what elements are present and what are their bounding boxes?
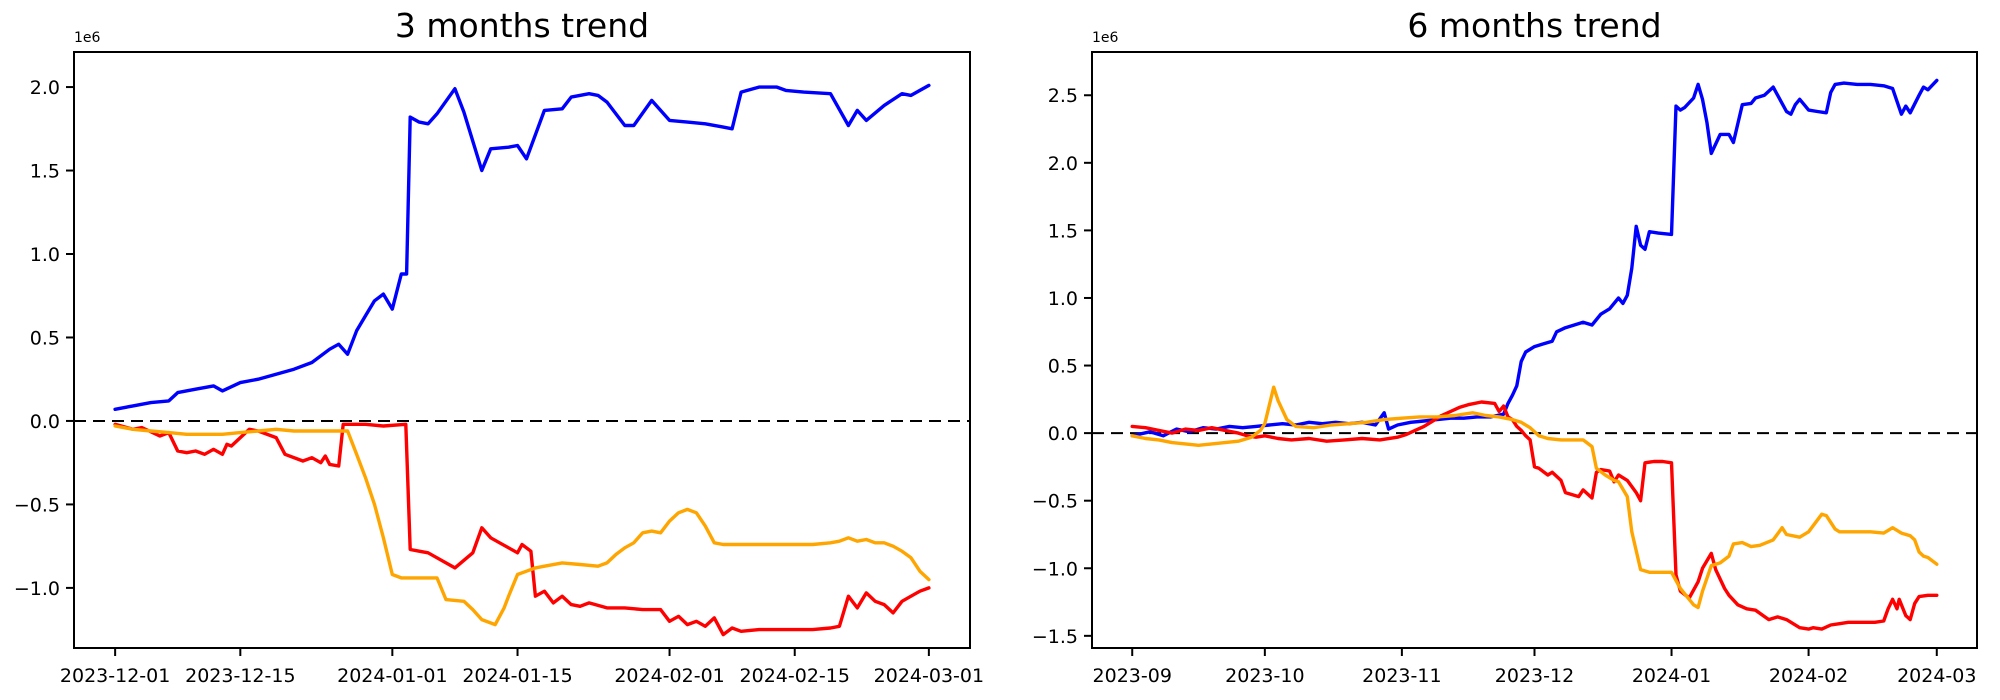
y-tick-label: −0.5 bbox=[14, 494, 60, 516]
y-tick-label: −1.0 bbox=[14, 578, 60, 600]
y-tick-label: 1.0 bbox=[30, 244, 60, 266]
series-line-orange bbox=[1130, 385, 1939, 610]
x-tick-label: 2024-02 bbox=[1769, 665, 1848, 687]
y-tick-label: 0.0 bbox=[1048, 423, 1078, 445]
y-tick-label: 1.5 bbox=[1048, 220, 1078, 242]
x-tick-label: 2024-03 bbox=[1897, 665, 1976, 687]
x-tick-label: 2024-01 bbox=[1632, 665, 1711, 687]
y-axis-offset-label: 1e6 bbox=[1092, 30, 1119, 46]
y-tick-label: 0.5 bbox=[30, 327, 60, 349]
chart-title-6-months: 6 months trend bbox=[1407, 6, 1662, 45]
y-tick-label: 0.5 bbox=[1048, 356, 1078, 378]
x-tick-label: 2023-10 bbox=[1225, 665, 1304, 687]
x-tick-label: 2023-11 bbox=[1362, 665, 1441, 687]
y-axis-offset-label: 1e6 bbox=[74, 30, 101, 46]
y-tick-label: 2.0 bbox=[1048, 153, 1078, 175]
x-tick-label: 2023-12-15 bbox=[185, 665, 295, 687]
chart-1: 2.5 2.0 1.5 1.0 0.5 0.0 −0.5 −1.0 −1.5 2023-09 202… bbox=[1032, 51, 1978, 687]
series-line-blue bbox=[1130, 78, 1939, 438]
x-tick-label: 2024-02-01 bbox=[614, 665, 724, 687]
x-tick-label: 2023-12-01 bbox=[60, 665, 170, 687]
x-tick-label: 2024-01-15 bbox=[462, 665, 572, 687]
y-tick-label: −1.5 bbox=[1032, 626, 1078, 648]
x-tick-label: 2023-09 bbox=[1093, 665, 1172, 687]
y-tick-label: −0.5 bbox=[1032, 491, 1078, 513]
y-tick-label: 1.5 bbox=[30, 161, 60, 183]
x-tick-label: 2024-03-01 bbox=[874, 665, 984, 687]
series-line-red bbox=[113, 422, 931, 637]
y-tick-label: 2.5 bbox=[1048, 85, 1078, 107]
axes-border bbox=[73, 51, 971, 649]
series-line-orange bbox=[113, 424, 931, 627]
chart-0: 2.0 1.5 1.0 0.5 0.0 −0.5 −1.0 2023-12-01 2023-12… bbox=[14, 51, 984, 687]
chart-title-3-months: 3 months trend bbox=[394, 6, 650, 45]
series-line-red bbox=[1130, 400, 1939, 631]
series-line-blue bbox=[113, 83, 931, 411]
y-tick-label: −1.0 bbox=[1032, 558, 1078, 580]
x-tick-label: 2024-01-01 bbox=[337, 665, 447, 687]
y-tick-label: 1.0 bbox=[1048, 288, 1078, 310]
x-tick-label: 2023-12 bbox=[1495, 665, 1574, 687]
axes-border bbox=[1091, 51, 1978, 649]
y-tick-label: 2.0 bbox=[30, 77, 60, 99]
y-tick-label: 0.0 bbox=[30, 411, 60, 433]
x-tick-label: 2024-02-15 bbox=[740, 665, 850, 687]
